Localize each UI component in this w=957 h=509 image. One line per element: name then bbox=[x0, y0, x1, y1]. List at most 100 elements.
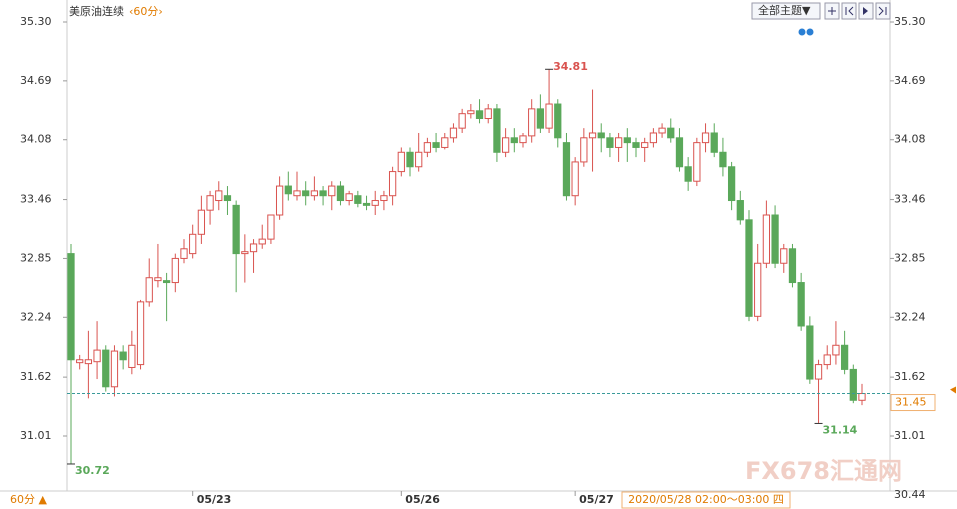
candle-body bbox=[328, 185, 336, 197]
candle-body bbox=[597, 132, 605, 139]
candle-body bbox=[762, 214, 771, 264]
y-tick-label: 32.85 bbox=[20, 251, 52, 264]
candle-body bbox=[110, 350, 119, 388]
candle-body bbox=[336, 185, 345, 202]
candle-body bbox=[76, 359, 84, 364]
theme-button-box[interactable] bbox=[751, 2, 821, 20]
theme-button[interactable]: 全部主题▼ bbox=[758, 3, 811, 17]
candle-body bbox=[658, 127, 666, 134]
candle-body bbox=[223, 195, 232, 202]
candle-body bbox=[649, 132, 658, 144]
candle-body bbox=[467, 110, 475, 115]
candle-body bbox=[275, 185, 284, 216]
cursor-label: 2020/05/28 02:00～03:00 四 bbox=[628, 493, 784, 506]
candle-body bbox=[215, 190, 223, 202]
candle-body bbox=[458, 113, 466, 129]
candle-body bbox=[449, 127, 458, 139]
candle-body bbox=[780, 248, 788, 264]
candle-body bbox=[832, 344, 840, 356]
cursor-label-box bbox=[621, 491, 791, 509]
y-tick-label: 34.08 bbox=[20, 133, 52, 146]
candle-body bbox=[719, 151, 727, 168]
candle-body bbox=[814, 364, 823, 380]
candle-body bbox=[423, 142, 432, 153]
price-label: 31.45 bbox=[895, 396, 927, 409]
price-marker bbox=[950, 386, 956, 394]
candle-body bbox=[189, 233, 197, 255]
candle-body bbox=[119, 351, 127, 361]
indicator-dot bbox=[798, 28, 806, 36]
candle-body bbox=[249, 243, 258, 253]
candle-body bbox=[745, 219, 753, 317]
y-tick-label: 31.62 bbox=[20, 370, 52, 383]
x-tick-label: 05/23 bbox=[197, 493, 232, 506]
indicator-dot bbox=[806, 28, 814, 36]
candle-body bbox=[310, 190, 319, 197]
chart-title: 美原油连续 bbox=[69, 4, 124, 18]
y2-tick-label: 33.46 bbox=[894, 193, 926, 206]
y-tick-label: 34.69 bbox=[20, 74, 52, 87]
candle-body bbox=[727, 166, 736, 202]
candle-body bbox=[128, 344, 136, 368]
candle-body bbox=[623, 137, 631, 144]
candle-body bbox=[102, 349, 110, 388]
candle-body bbox=[684, 166, 692, 182]
period-switch[interactable]: 60分 ▲ bbox=[10, 493, 47, 506]
candle-body bbox=[441, 137, 449, 148]
y2-tick-label: 32.85 bbox=[894, 251, 926, 264]
candle-body bbox=[858, 393, 866, 401]
y2-tick-label: 31.62 bbox=[894, 370, 926, 383]
period-label[interactable]: ‹60分› bbox=[129, 5, 163, 18]
candle-body bbox=[849, 368, 857, 401]
y2-tick-label: 31.01 bbox=[894, 429, 926, 442]
candle-body bbox=[632, 142, 640, 148]
y2-tick-label: 34.08 bbox=[894, 133, 926, 146]
nav-buttons[interactable] bbox=[824, 2, 891, 20]
y2-tick-label: 34.69 bbox=[894, 74, 926, 87]
candle-body bbox=[571, 161, 579, 197]
y-tick-label: 33.46 bbox=[20, 193, 52, 206]
candle-body bbox=[823, 354, 831, 366]
candle-body bbox=[528, 108, 536, 137]
candle-body bbox=[545, 103, 553, 129]
candle-body bbox=[354, 195, 362, 204]
candle-body bbox=[345, 193, 353, 202]
candle-body bbox=[432, 142, 440, 148]
candle-body bbox=[267, 214, 275, 240]
candle-body bbox=[519, 135, 527, 144]
candle-body bbox=[510, 137, 518, 144]
x-tick-label: 05/27 bbox=[579, 493, 614, 506]
candle-body bbox=[371, 200, 379, 206]
candle-body bbox=[145, 277, 153, 303]
candle-body bbox=[162, 280, 171, 284]
candle-body bbox=[319, 190, 327, 197]
y-tick-label: 32.24 bbox=[20, 310, 52, 323]
candle-body bbox=[501, 137, 510, 153]
price-label-box bbox=[890, 394, 936, 412]
candle-body bbox=[797, 282, 805, 327]
candle-body bbox=[293, 190, 301, 197]
candle-body bbox=[84, 359, 93, 365]
candle-body bbox=[197, 209, 206, 235]
candle-body bbox=[710, 132, 718, 153]
candle-body bbox=[493, 108, 501, 153]
extreme-label: 34.81 bbox=[553, 60, 588, 73]
candle-body bbox=[136, 301, 145, 366]
candle-body bbox=[415, 151, 423, 168]
candle-body bbox=[171, 257, 179, 284]
extreme-label: 30.72 bbox=[75, 464, 110, 477]
candle-body bbox=[388, 171, 397, 197]
x-tick-label: 05/26 bbox=[405, 493, 440, 506]
candle-body bbox=[302, 190, 310, 197]
candle-body bbox=[736, 200, 744, 221]
candle-body bbox=[406, 151, 414, 168]
candle-body bbox=[484, 108, 492, 120]
candle-body bbox=[93, 349, 101, 363]
y-tick-label: 35.30 bbox=[20, 15, 52, 28]
candle-body bbox=[475, 110, 484, 120]
candle-body bbox=[693, 142, 701, 182]
candle-body bbox=[675, 137, 684, 168]
candle-body bbox=[562, 142, 571, 197]
candle-body bbox=[771, 214, 779, 264]
